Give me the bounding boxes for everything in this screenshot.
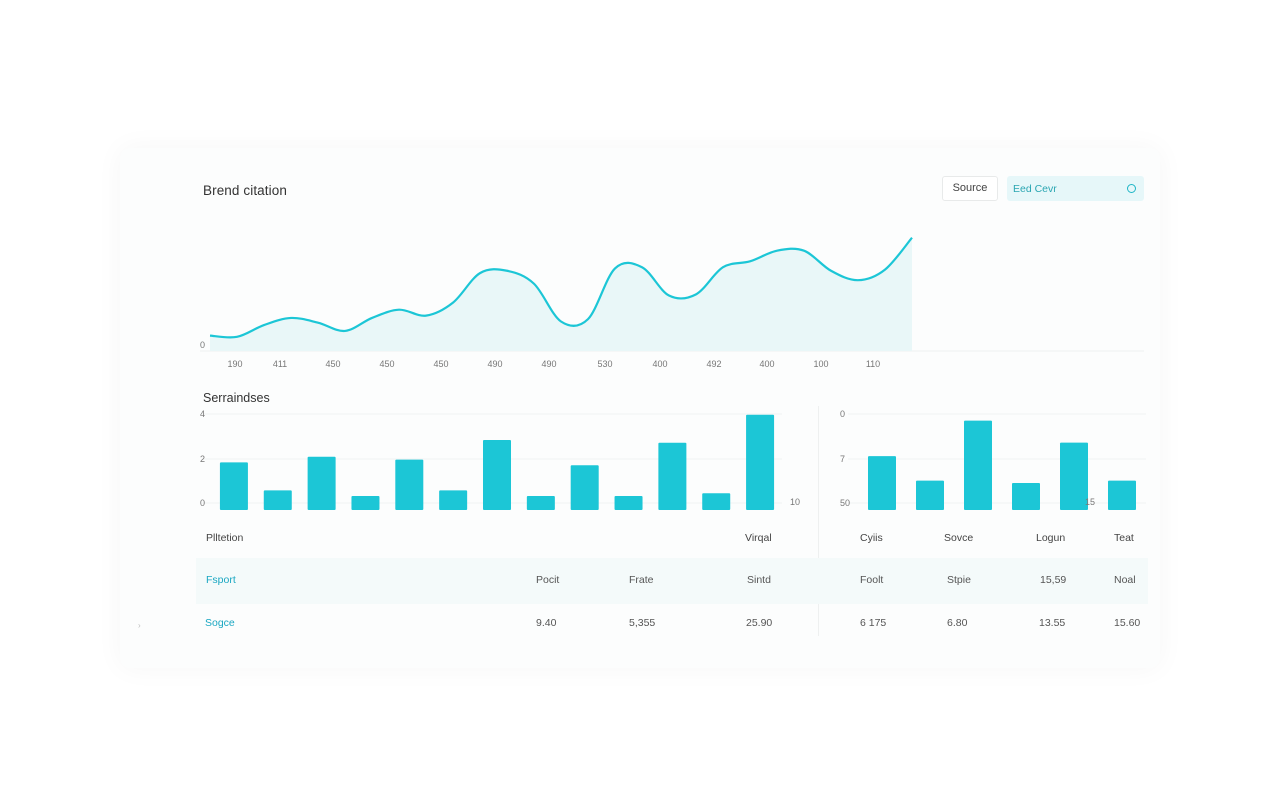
column-header[interactable]: Cyiis [860,532,883,544]
bar [439,490,468,510]
x-tick-label: 490 [487,359,502,369]
x-tick-label: 100 [813,359,828,369]
x-tick-label: 530 [597,359,612,369]
x-tick-label: 450 [325,359,340,369]
search-input[interactable] [1013,179,1123,198]
bar [307,456,336,510]
y-tick-label: 2 [200,454,205,464]
bar [868,456,896,510]
bar-chart-right: 0 7 50 15 [840,409,1146,510]
bar [1012,483,1040,510]
column-divider [818,406,819,636]
bar [219,462,248,510]
bar [263,490,292,510]
table-cell: 5,355 [629,617,656,629]
table-cell: Frate [629,574,654,586]
x-tick-label: 492 [706,359,721,369]
table-cell: 15,59 [1040,574,1067,586]
table-cell: Foolt [860,574,884,586]
x-tick-label: 450 [379,359,394,369]
table-cell: 6.80 [947,617,968,629]
table-cell: 15.60 [1114,617,1141,629]
bar [483,440,511,510]
citation-line-chart: 0 190 411 450 450 450 490 490 530 400 492 400 100 110 [200,237,1144,369]
page-title: Brend citation [203,183,287,198]
table-row[interactable]: Sogce 9.40 5,355 25.90 6 175 6.80 13.55 … [196,606,1148,640]
x-tick-label: 490 [541,359,556,369]
table-cell: 25.90 [746,617,773,629]
table-cell: 9.40 [536,617,557,629]
side-handle-icon[interactable]: › [138,621,141,630]
bar-chart-left: 4 2 0 10 [200,409,800,510]
bar [746,414,775,510]
column-header[interactable]: Virqal [745,532,772,544]
axis-end-label: 10 [790,497,800,507]
source-button[interactable]: Source [942,176,998,201]
x-tick-label: 411 [273,359,287,369]
table-cell-link[interactable]: Sogce [205,617,235,629]
axis-end-label: 15 [1085,497,1095,507]
bar [702,493,731,510]
table-cell: Noal [1114,574,1136,586]
column-header[interactable]: Sovce [944,532,974,544]
bar [916,480,944,510]
bar [614,496,643,510]
area-fill [210,237,912,351]
y-tick-label: 4 [200,409,205,419]
bar [1108,480,1136,510]
column-header[interactable]: Logun [1036,532,1066,544]
x-tick-label: 400 [652,359,667,369]
section-title: Serraindses [203,391,270,405]
table-cell: Stpie [947,574,971,586]
search-box[interactable] [1007,176,1144,201]
table-cell-link[interactable]: Fsport [206,574,236,586]
bar [964,420,992,510]
bar [395,459,424,510]
y-tick-label: 0 [200,498,205,508]
table-row[interactable]: Fsport Pocit Frate Sintd Foolt Stpie 15,… [196,558,1148,604]
table-cell: Sintd [747,574,771,586]
x-tick-label: 190 [227,359,242,369]
search-icon[interactable] [1127,184,1136,193]
x-tick-label: 110 [866,359,880,369]
x-tick-label: 400 [759,359,774,369]
table-cell: Pocit [536,574,560,586]
bar [570,465,599,510]
table-cell: 13.55 [1039,617,1066,629]
bar [658,442,687,510]
bar [526,496,555,510]
y-tick-label: 50 [840,498,850,508]
x-tick-label: 450 [433,359,448,369]
column-header[interactable]: Plltetion [206,532,244,544]
bar [1060,442,1088,510]
table-header-row: Plltetion Virqal Cyiis Sovce Logun Teat [196,528,1148,550]
column-header[interactable]: Teat [1114,532,1134,544]
y-tick-label: 7 [840,454,845,464]
bar [351,496,380,510]
table-cell: 6 175 [860,617,887,629]
series-line [209,237,913,339]
y-tick-label: 0 [200,340,205,350]
y-tick-label: 0 [840,409,845,419]
